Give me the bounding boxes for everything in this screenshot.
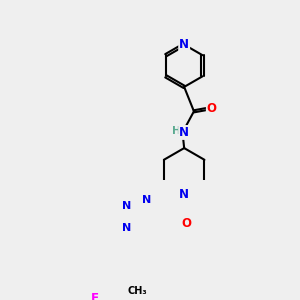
Text: F: F [91,292,99,300]
Text: N: N [122,201,131,211]
Text: O: O [182,217,191,230]
Text: O: O [207,102,217,115]
Text: N: N [142,195,151,205]
Text: CH₃: CH₃ [128,286,147,296]
Text: N: N [122,223,131,233]
Text: N: N [179,38,189,51]
Text: N: N [179,188,189,201]
Text: H: H [172,126,181,136]
Text: N: N [179,126,189,139]
